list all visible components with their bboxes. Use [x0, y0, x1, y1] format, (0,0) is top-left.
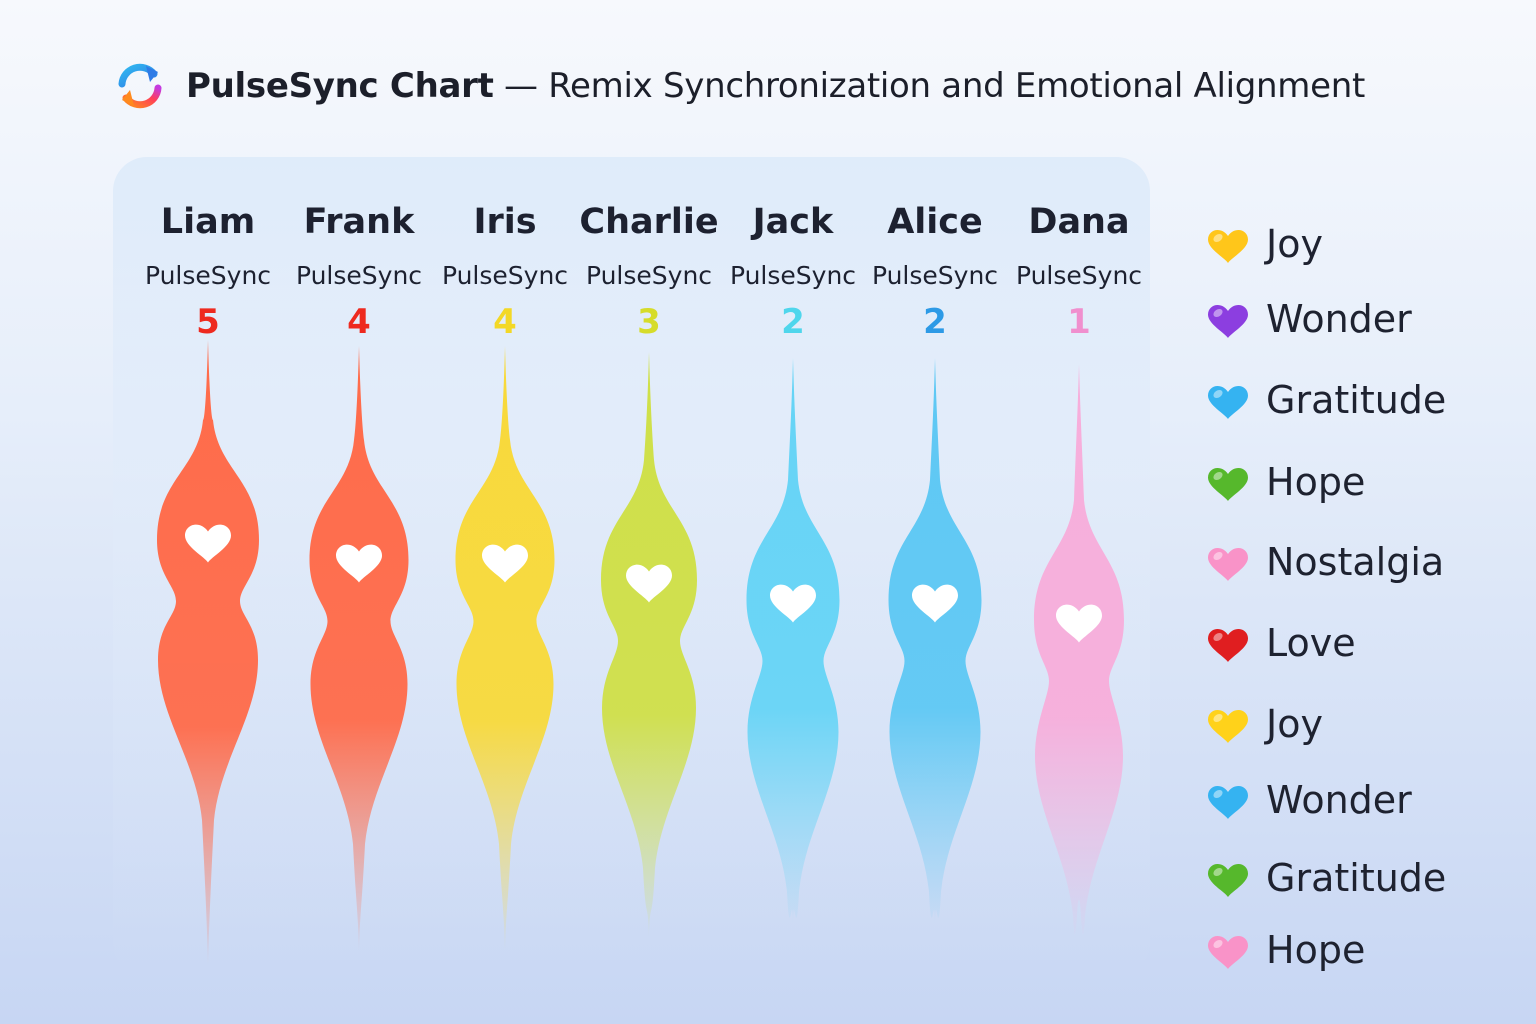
- series-sublabel: PulseSync: [730, 261, 856, 290]
- value-label: 1: [1067, 302, 1091, 342]
- category-label: Dana: [1028, 202, 1129, 242]
- emotion-legend: Joy Wonder Gratitude Hope Nostalgia Love Joy Wo…: [1204, 0, 1534, 1024]
- chart-title: PulseSync Chart — Remix Synchronization …: [186, 66, 1365, 106]
- violin-alice: [888, 358, 982, 923]
- heart-icon: [1208, 936, 1248, 969]
- series-sublabel: PulseSync: [872, 261, 998, 290]
- violin-charlie: [601, 352, 697, 937]
- category-label: Charlie: [579, 202, 718, 242]
- legend-label: Wonder: [1266, 297, 1412, 341]
- violin-jack: [746, 358, 840, 923]
- title-rest: — Remix Synchronization and Emotional Al…: [493, 66, 1366, 106]
- value-label: 2: [923, 302, 947, 342]
- category-label: Iris: [473, 202, 536, 242]
- title-strong: PulseSync Chart: [186, 66, 494, 106]
- series-sublabel: PulseSync: [145, 261, 271, 290]
- legend-label: Joy: [1266, 222, 1323, 266]
- violin-dana: [1034, 364, 1124, 935]
- heart-icon: [1208, 864, 1248, 897]
- heart-icon: [185, 524, 231, 563]
- legend-label: Joy: [1266, 702, 1323, 746]
- legend-item: Joy: [1204, 216, 1323, 272]
- series-sublabel: PulseSync: [586, 261, 712, 290]
- legend-label: Hope: [1266, 928, 1366, 972]
- value-label: 5: [196, 302, 220, 342]
- legend-label: Gratitude: [1266, 378, 1447, 422]
- category-label: Liam: [161, 202, 255, 242]
- heart-icon: [336, 544, 382, 583]
- heart-icon: [770, 584, 816, 623]
- legend-item: Nostalgia: [1204, 534, 1444, 590]
- series-sublabel: PulseSync: [296, 261, 422, 290]
- value-label: 3: [637, 302, 661, 342]
- heart-icon: [1056, 604, 1102, 643]
- violin-liam: [157, 340, 259, 965]
- heart-icon: [1208, 386, 1248, 419]
- sync-arrows-icon: [118, 63, 162, 109]
- value-label: 2: [781, 302, 805, 342]
- heart-icon: [1208, 305, 1248, 338]
- heart-icon: [1208, 786, 1248, 819]
- legend-label: Wonder: [1266, 778, 1412, 822]
- legend-item: Hope: [1204, 454, 1365, 510]
- heart-icon: [1208, 710, 1248, 743]
- heart-icon: [626, 564, 672, 603]
- legend-label: Gratitude: [1266, 856, 1447, 900]
- legend-item: Gratitude: [1204, 850, 1446, 906]
- chart-header: PulseSync Chart — Remix Synchronization …: [112, 56, 1365, 116]
- heart-icon: [1208, 468, 1248, 501]
- value-label: 4: [347, 302, 371, 342]
- violin-chart: Liam PulseSync 5 Frank PulseSync 4 Iris PulseSy…: [145, 202, 1142, 965]
- heart-icon: [482, 544, 528, 583]
- legend-label: Nostalgia: [1266, 540, 1445, 584]
- value-label: 4: [493, 302, 517, 342]
- heart-icon: [912, 584, 958, 623]
- legend-label: Hope: [1266, 460, 1366, 504]
- heart-icon: [1208, 230, 1248, 263]
- legend-item: Hope: [1204, 922, 1365, 978]
- legend-item: Love: [1204, 615, 1356, 671]
- series-sublabel: PulseSync: [442, 261, 568, 290]
- category-label: Frank: [304, 202, 415, 242]
- heart-icon: [1208, 629, 1248, 662]
- legend-item: Joy: [1204, 696, 1323, 752]
- category-label: Alice: [887, 202, 983, 242]
- category-label: Jack: [751, 202, 834, 242]
- legend-item: Wonder: [1204, 772, 1412, 828]
- heart-icon: [1208, 548, 1248, 581]
- series-sublabel: PulseSync: [1016, 261, 1142, 290]
- legend-label: Love: [1266, 621, 1356, 665]
- violin-iris: [455, 346, 555, 951]
- violin-frank: [309, 346, 409, 951]
- legend-item: Wonder: [1204, 291, 1412, 347]
- legend-item: Gratitude: [1204, 372, 1446, 428]
